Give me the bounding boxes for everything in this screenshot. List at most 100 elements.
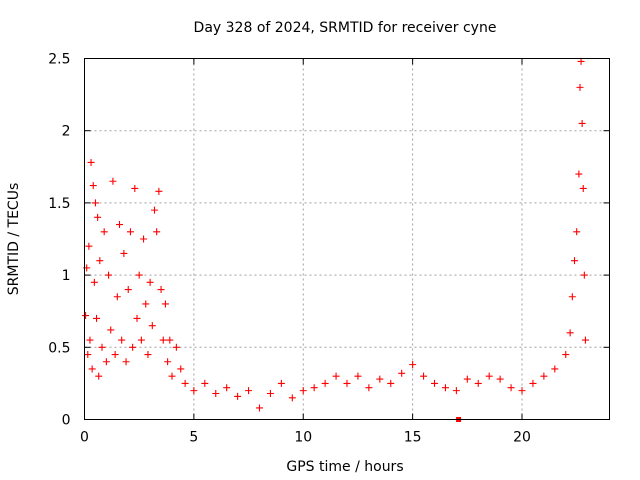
x-tick-label: 0 [80, 430, 89, 446]
x-axis-label: GPS time / hours [286, 459, 403, 475]
data-point [91, 199, 99, 207]
data-point [485, 372, 493, 380]
data-point [540, 372, 548, 380]
data-point [105, 271, 113, 279]
data-point [376, 375, 384, 383]
data-point [431, 379, 438, 387]
data-point [82, 312, 90, 320]
data-point [299, 387, 307, 395]
data-point [133, 314, 141, 322]
data-point [118, 336, 126, 344]
data-point [441, 384, 449, 392]
data-point [161, 300, 169, 308]
data-point [172, 343, 180, 351]
data-point [100, 228, 108, 236]
data-point [151, 206, 158, 214]
x-tick-label: 5 [189, 430, 198, 446]
data-point [420, 372, 428, 380]
data-point [89, 182, 97, 190]
x-tick-label: 15 [404, 430, 422, 446]
data-point [94, 213, 102, 221]
data-point [120, 249, 128, 257]
data-point [223, 384, 231, 392]
data-point [452, 387, 460, 395]
y-tick-label: 1 [62, 268, 71, 284]
data-point [168, 372, 176, 380]
data-point [409, 361, 417, 369]
data-point [354, 372, 362, 380]
data-point [181, 379, 189, 387]
data-point [578, 119, 586, 127]
data-point [144, 351, 152, 359]
data-point [96, 257, 104, 265]
data-point [365, 384, 373, 392]
data-point [343, 379, 351, 387]
data-point [95, 372, 103, 380]
data-point [107, 326, 115, 334]
data-point [90, 278, 98, 286]
data-point [562, 351, 570, 359]
data-point [129, 343, 137, 351]
data-point [102, 358, 110, 366]
data-point [142, 300, 150, 308]
data-point [571, 257, 578, 265]
x-tick-label: 20 [513, 430, 531, 446]
data-point [387, 379, 395, 387]
data-point [166, 336, 174, 344]
data-point [155, 187, 163, 195]
data-point [159, 336, 167, 344]
data-point [137, 336, 145, 344]
y-tick-label: 1.5 [48, 196, 70, 212]
data-point [321, 379, 329, 387]
y-tick-labels: 0 0.5 1 1.5 2 2.5 [48, 52, 70, 429]
data-points [82, 57, 589, 422]
data-point [140, 235, 148, 243]
y-tick-label: 0.5 [48, 340, 70, 356]
axis-ticks [84, 58, 610, 420]
y-tick-label: 2 [62, 124, 71, 140]
data-point [474, 379, 482, 387]
data-point [190, 387, 198, 395]
data-point [85, 242, 93, 250]
data-point [93, 314, 101, 322]
data-point [87, 158, 95, 166]
data-point [573, 228, 581, 236]
data-point [109, 177, 117, 185]
data-point [164, 358, 172, 366]
data-point [245, 387, 253, 395]
data-point [148, 322, 156, 330]
data-point [575, 170, 583, 178]
data-point [177, 365, 185, 373]
chart-title: Day 328 of 2024, SRMTID for receiver cyn… [194, 20, 497, 36]
data-point [277, 379, 285, 387]
data-point [576, 83, 584, 91]
data-point [146, 278, 154, 286]
data-point [84, 351, 92, 359]
data-point [577, 57, 585, 65]
data-point [581, 336, 589, 344]
data-point [111, 351, 119, 359]
data-point [212, 390, 220, 398]
data-point [568, 293, 576, 301]
y-tick-label: 2.5 [48, 52, 70, 68]
data-point [310, 384, 318, 392]
data-point [201, 379, 209, 387]
data-point [518, 387, 526, 395]
data-point [529, 379, 537, 387]
data-point [566, 329, 574, 337]
grid-lines [84, 58, 610, 420]
data-point [131, 184, 139, 192]
data-point [266, 390, 274, 398]
data-point [288, 394, 296, 402]
data-point [256, 404, 263, 412]
data-point [157, 286, 165, 294]
data-point [398, 369, 406, 377]
data-point [86, 336, 94, 344]
data-point [126, 228, 134, 236]
data-point [98, 343, 106, 351]
y-tick-label: 0 [62, 413, 71, 429]
data-point [88, 365, 96, 373]
data-point [551, 365, 559, 373]
data-point [234, 392, 242, 400]
data-point [135, 271, 143, 279]
